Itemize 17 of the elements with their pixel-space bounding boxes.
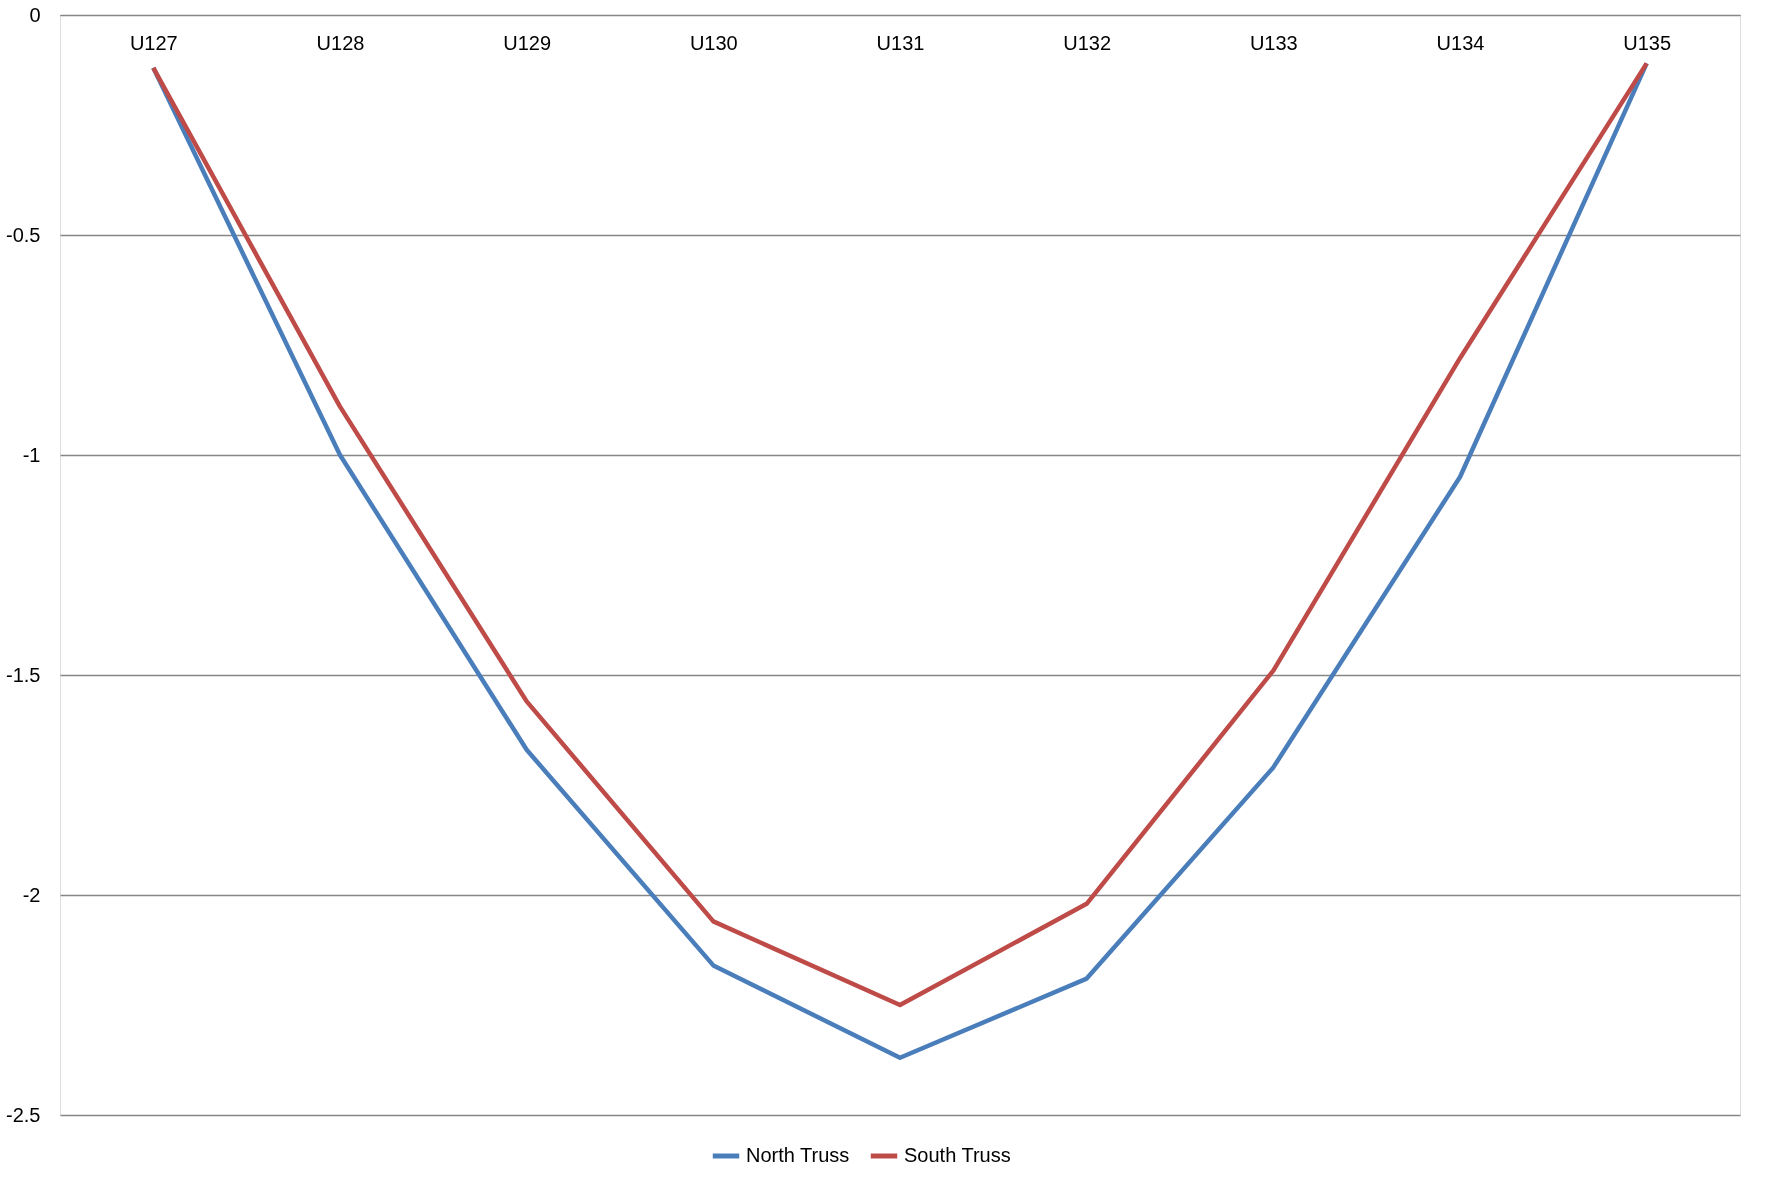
x-tick-label: U129 bbox=[503, 31, 552, 54]
x-tick-label: U134 bbox=[1436, 31, 1485, 54]
y-tick-label: 0 bbox=[29, 3, 41, 26]
x-tick-label: U132 bbox=[1063, 31, 1112, 54]
x-tick-label: U127 bbox=[129, 31, 178, 54]
y-tick-label: -1 bbox=[22, 443, 41, 466]
x-tick-label: U128 bbox=[316, 31, 365, 54]
legend-label: North Truss bbox=[746, 1144, 850, 1166]
x-tick-label: U133 bbox=[1249, 31, 1298, 54]
y-tick-label: -1.5 bbox=[6, 663, 41, 686]
x-tick-label: U135 bbox=[1623, 31, 1672, 54]
y-tick-label: -2 bbox=[22, 883, 41, 906]
x-tick-label: U130 bbox=[689, 31, 738, 54]
x-tick-label: U131 bbox=[876, 31, 925, 54]
y-tick-label: -0.5 bbox=[6, 223, 41, 246]
legend-label: South Truss bbox=[904, 1144, 1011, 1166]
y-tick-label: -2.5 bbox=[6, 1103, 41, 1126]
